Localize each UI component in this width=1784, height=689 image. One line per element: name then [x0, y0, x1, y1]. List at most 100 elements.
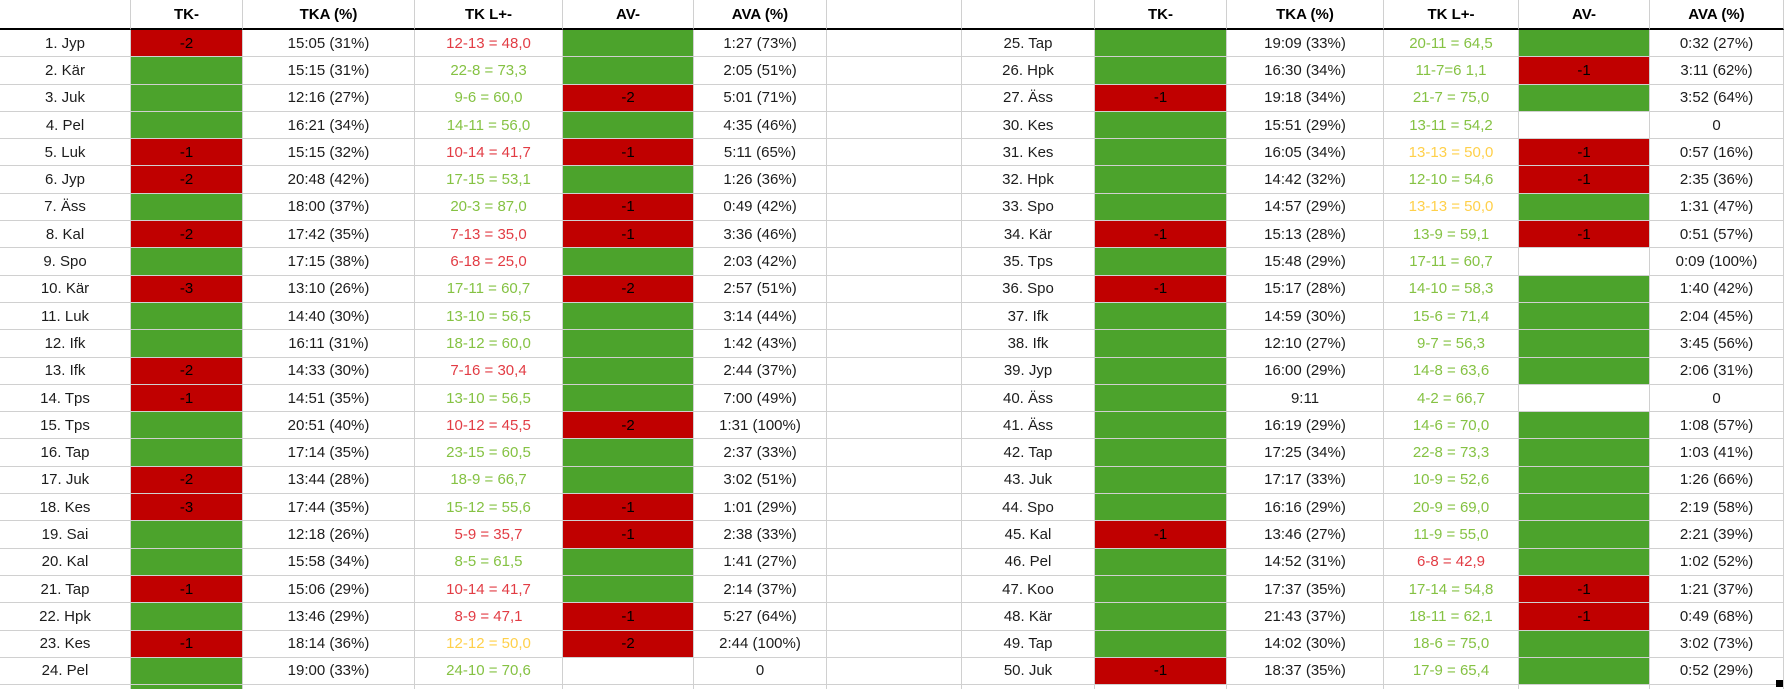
ava-cell[interactable]: 5:11 (65%) [694, 139, 827, 167]
gap-cell[interactable] [827, 221, 962, 249]
row-label-cell[interactable]: 5. Luk [0, 139, 131, 167]
row-label-cell[interactable]: 30. Kes [962, 111, 1095, 140]
tkl-cell[interactable]: 13-13 = 50,0 [1384, 139, 1519, 167]
gap-cell[interactable] [827, 275, 962, 303]
tkl-cell[interactable]: 14-11 = 56,0 [415, 111, 563, 140]
gap-cell[interactable] [827, 521, 962, 549]
column-header[interactable]: TKA (%) [243, 0, 415, 30]
tka-cell[interactable]: 19:00 (33%) [243, 657, 415, 686]
ava-cell[interactable]: 2:04 (45%) [1650, 302, 1784, 331]
ava-cell[interactable]: 1:41 (27%) [694, 548, 827, 576]
ava-cell[interactable]: 2:44 (37%) [694, 357, 827, 385]
ava-cell[interactable]: 3:45 (56%) [1650, 330, 1784, 358]
tk-minus-cell[interactable] [1095, 30, 1227, 58]
tk-minus-cell[interactable] [1095, 57, 1227, 85]
tkl-cell[interactable]: 12-12 = 50,0 [415, 630, 563, 658]
column-header[interactable]: AV- [1519, 0, 1650, 30]
tka-cell[interactable]: 13:46 (29%) [243, 603, 415, 631]
tkl-cell[interactable]: 7-13 = 35,0 [415, 221, 563, 249]
tk-minus-cell[interactable]: -2 [131, 30, 243, 58]
tkl-cell[interactable]: 22-8 = 73,3 [1384, 439, 1519, 467]
tkl-cell[interactable]: 13-10 = 56,5 [415, 302, 563, 331]
tkl-cell[interactable]: 14-6 = 70,0 [1384, 412, 1519, 440]
gap-cell[interactable] [827, 412, 962, 440]
row-label-cell[interactable]: 47. Koo [962, 575, 1095, 604]
tkl-cell[interactable]: 14-8 = 63,6 [1384, 357, 1519, 385]
tkl-cell[interactable]: 9-6 = 60,0 [415, 84, 563, 112]
av-minus-cell[interactable] [1519, 248, 1650, 276]
ava-cell[interactable]: 2:38 (33%) [694, 521, 827, 549]
tk-minus-cell[interactable]: -1 [131, 139, 243, 167]
row-label-cell[interactable]: 32. Hpk [962, 166, 1095, 194]
tk-minus-cell[interactable]: -2 [131, 466, 243, 495]
tka-cell[interactable]: 15:15 (32%) [243, 139, 415, 167]
tkl-cell[interactable]: 20-11 = 64,5 [1384, 30, 1519, 58]
tka-cell[interactable]: 21:43 (37%) [1227, 603, 1384, 631]
tk-minus-cell[interactable] [1095, 384, 1227, 413]
av-minus-cell[interactable] [563, 248, 694, 276]
column-header[interactable]: TK- [1095, 0, 1227, 30]
av-minus-cell[interactable] [563, 111, 694, 140]
row-label-cell[interactable]: 11. Luk [0, 302, 131, 331]
av-minus-cell[interactable] [563, 357, 694, 385]
av-minus-cell[interactable] [1519, 275, 1650, 303]
av-minus-cell[interactable] [563, 57, 694, 85]
tkl-cell[interactable]: 12-13 = 48,0 [415, 30, 563, 58]
tka-cell[interactable]: 13:44 (28%) [243, 466, 415, 495]
row-label-cell[interactable]: 21. Tap [0, 575, 131, 604]
ava-cell[interactable]: 2:19 (58%) [1650, 494, 1784, 522]
row-label-cell[interactable]: 33. Spo [962, 193, 1095, 222]
row-label-cell[interactable]: 45. Kal [962, 521, 1095, 549]
gap-cell[interactable] [827, 193, 962, 222]
gap-cell[interactable] [827, 603, 962, 631]
ava-cell[interactable]: 5:01 (71%) [694, 84, 827, 112]
gap-cell[interactable] [827, 494, 962, 522]
row-label-cell[interactable]: 1. Jyp [0, 30, 131, 58]
tkl-cell[interactable]: 18-12 = 60,0 [415, 330, 563, 358]
gap-cell[interactable] [827, 139, 962, 167]
row-label-cell[interactable]: 24. Pel [0, 657, 131, 686]
av-minus-cell[interactable] [1519, 384, 1650, 413]
av-minus-cell[interactable]: -1 [1519, 139, 1650, 167]
tka-cell[interactable]: 17:15 (38%) [243, 248, 415, 276]
tk-minus-cell[interactable]: -1 [1095, 521, 1227, 549]
ava-cell[interactable]: 2:44 (100%) [694, 630, 827, 658]
av-minus-cell[interactable] [563, 384, 694, 413]
av-minus-cell[interactable] [1519, 630, 1650, 658]
tka-cell[interactable]: 14:33 (30%) [243, 357, 415, 385]
tk-minus-cell[interactable] [1095, 439, 1227, 467]
av-minus-cell[interactable] [1519, 657, 1650, 686]
row-label-cell[interactable]: 37. Ifk [962, 302, 1095, 331]
tka-cell[interactable]: 12:10 (27%) [1227, 330, 1384, 358]
tka-cell[interactable]: 14:57 (29%) [1227, 193, 1384, 222]
row-label-cell[interactable]: 16. Tap [0, 439, 131, 467]
av-minus-cell[interactable] [563, 466, 694, 495]
row-label-cell[interactable]: 46. Pel [962, 548, 1095, 576]
ava-cell[interactable]: 0:09 (100%) [1650, 248, 1784, 276]
tk-minus-cell[interactable]: -3 [131, 494, 243, 522]
tk-minus-cell[interactable]: -3 [131, 275, 243, 303]
tka-cell[interactable]: 15:15 (31%) [243, 57, 415, 85]
av-minus-cell[interactable]: -1 [563, 494, 694, 522]
tk-minus-cell[interactable]: -2 [131, 357, 243, 385]
ava-cell[interactable]: 3:52 (64%) [1650, 84, 1784, 112]
tka-cell[interactable]: 19:09 (33%) [1227, 30, 1384, 58]
tka-cell[interactable]: 16:30 (34%) [1227, 57, 1384, 85]
ava-cell[interactable]: 0:51 (57%) [1650, 221, 1784, 249]
gap-header-cell[interactable] [827, 0, 962, 30]
av-minus-cell[interactable] [563, 30, 694, 58]
tkl-cell[interactable]: 17-15 = 53,1 [415, 166, 563, 194]
ava-cell[interactable]: 0:52 (29%) [1650, 657, 1784, 686]
tk-minus-cell[interactable]: -1 [131, 384, 243, 413]
tk-minus-cell[interactable] [1095, 412, 1227, 440]
ava-cell[interactable]: 2:35 (36%) [1650, 166, 1784, 194]
tka-cell[interactable]: 16:21 (34%) [243, 111, 415, 140]
av-minus-cell[interactable] [1519, 302, 1650, 331]
tkl-cell[interactable]: 7-16 = 30,4 [415, 357, 563, 385]
tka-cell[interactable]: 15:13 (28%) [1227, 221, 1384, 249]
av-minus-cell[interactable] [1519, 548, 1650, 576]
tk-minus-cell[interactable] [1095, 603, 1227, 631]
tkl-cell[interactable]: 13-11 = 54,2 [1384, 111, 1519, 140]
ava-cell[interactable]: 0 [694, 657, 827, 686]
row-label-cell[interactable]: 40. Äss [962, 384, 1095, 413]
